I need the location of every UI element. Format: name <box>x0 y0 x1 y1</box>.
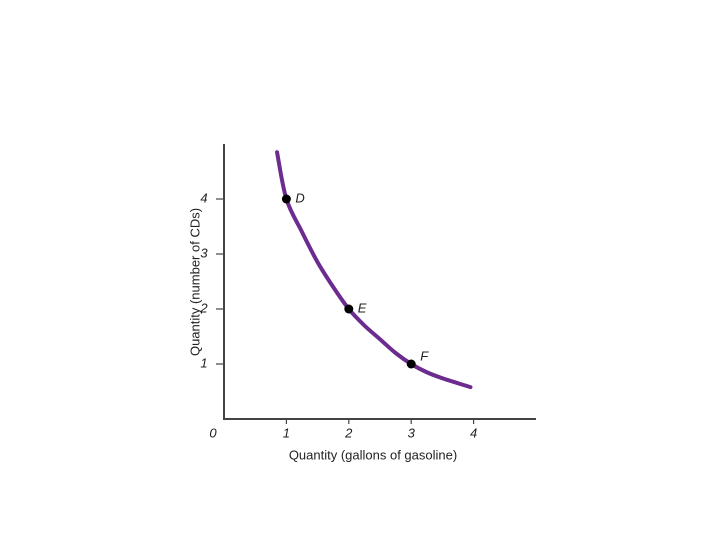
x-axis-title: Quantity (gallons of gasoline) <box>289 447 457 462</box>
point-label: E <box>358 300 367 315</box>
y-tick-label: 2 <box>199 300 208 315</box>
x-tick-label: 3 <box>408 425 416 440</box>
x-tick-label: 1 <box>283 425 290 440</box>
y-tick-label: 3 <box>200 245 208 260</box>
x-tick-label: 4 <box>470 425 477 440</box>
point-label: D <box>295 190 304 205</box>
indifference-curve <box>275 150 473 390</box>
y-axis-title: Quantity (number of CDs) <box>187 208 202 356</box>
point <box>406 359 416 369</box>
x-tick-label: 0 <box>209 425 217 440</box>
point <box>281 194 291 204</box>
point <box>344 304 354 314</box>
y-tick-label: 4 <box>200 190 207 205</box>
x-tick-label: 2 <box>344 425 353 440</box>
y-tick-label: 1 <box>200 355 207 370</box>
point-label: F <box>420 348 429 363</box>
